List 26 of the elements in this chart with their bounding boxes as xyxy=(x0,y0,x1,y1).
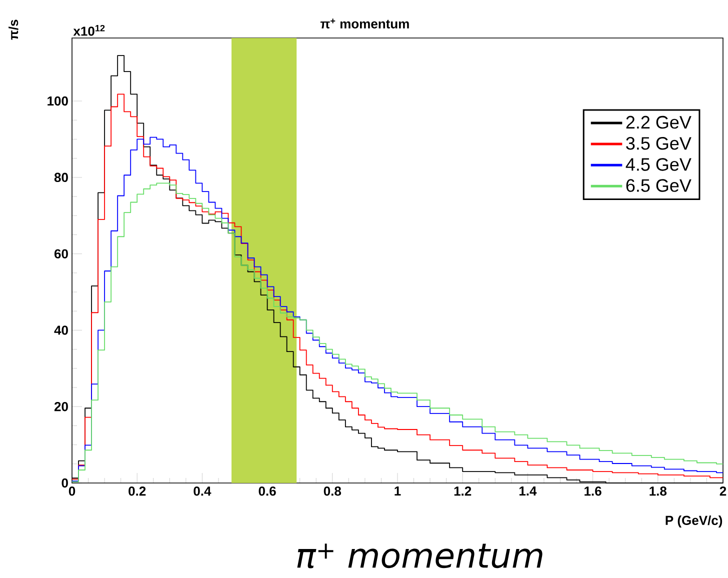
y-tick-label: 100 xyxy=(48,96,68,106)
x-tick-label: 1.4 xyxy=(519,486,537,496)
x-tick-label: 1.8 xyxy=(650,486,667,496)
x-tick-label: 0.4 xyxy=(194,486,212,496)
x-tick-label: 0.8 xyxy=(324,486,342,496)
x-tick-label: 1.6 xyxy=(584,486,602,496)
x-tick-label: 0 xyxy=(68,486,76,496)
y-tick-label: 20 xyxy=(54,402,68,412)
legend-label: 4.5 GeV xyxy=(626,158,692,171)
legend-label: 3.5 GeV xyxy=(626,137,692,150)
y-tick-label: 0 xyxy=(62,478,68,488)
text: π$^{+}$ momentum xyxy=(297,544,542,568)
y-tick-label: 80 xyxy=(54,172,68,182)
y-tick-label: 60 xyxy=(54,249,68,258)
chart-title: π$^{+}$ momentum xyxy=(320,18,409,28)
legend-label: 6.5 GeV xyxy=(626,179,692,192)
x-tick-label: 0.6 xyxy=(258,486,276,496)
y-axis-title: π/s xyxy=(8,20,18,40)
x-tick-label: 1 xyxy=(394,486,401,496)
x-axis-title: P (GeV/c) xyxy=(666,515,722,528)
x-tick-label: 0.2 xyxy=(128,486,146,496)
legend-label: 2.2 GeV xyxy=(626,116,692,129)
x-tick-label: 2 xyxy=(720,486,726,496)
text: x10$^{12}$ xyxy=(73,24,105,36)
y-tick-label: 40 xyxy=(54,326,68,335)
x-tick-label: 1.2 xyxy=(454,486,472,496)
